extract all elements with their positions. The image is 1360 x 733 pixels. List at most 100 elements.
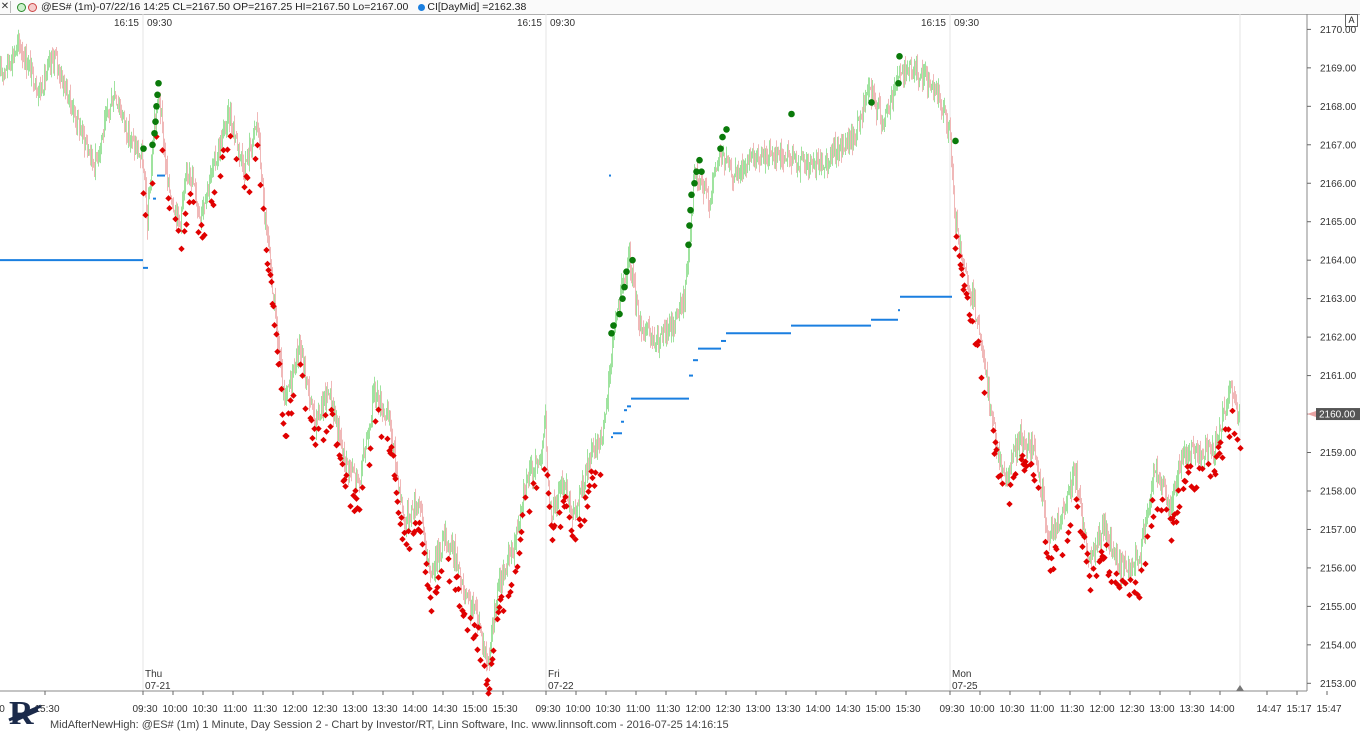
down-bar <box>431 576 432 578</box>
up-bar <box>367 437 368 440</box>
down-bar <box>889 108 890 110</box>
up-bar <box>77 113 78 126</box>
up-bar <box>1066 503 1067 507</box>
sell-signal-marker <box>337 455 344 462</box>
down-bar <box>146 188 147 208</box>
down-bar <box>556 501 557 508</box>
sell-signal-marker <box>405 528 412 535</box>
up-bar <box>224 125 225 130</box>
up-bar <box>923 74 924 84</box>
price-tick-label: 2162.00 <box>1320 333 1357 344</box>
indicator-value: CI[DayMid] =2162.38 <box>427 1 527 13</box>
sell-signal-marker <box>1108 578 1115 586</box>
down-bar <box>273 293 274 304</box>
down-bar <box>1122 560 1123 562</box>
sell-signal-marker <box>952 245 959 252</box>
up-bar <box>85 140 86 148</box>
up-bar <box>540 458 541 460</box>
sell-signal-marker <box>472 632 479 639</box>
up-bar <box>1205 441 1206 457</box>
down-bar <box>297 349 298 360</box>
up-bar <box>616 312 617 322</box>
up-bar <box>1201 452 1202 461</box>
up-bar <box>100 143 101 153</box>
down-bar <box>1133 565 1134 567</box>
down-bar <box>261 164 262 181</box>
down-bar <box>121 113 122 119</box>
down-bar <box>1032 440 1033 454</box>
down-bar <box>384 411 385 416</box>
up-bar <box>1119 558 1120 572</box>
up-bar <box>744 166 745 169</box>
down-bar <box>852 131 853 144</box>
down-bar <box>188 173 189 176</box>
down-bar <box>915 63 916 76</box>
up-bar <box>685 284 686 305</box>
down-bar <box>634 276 635 284</box>
up-bar <box>700 182 701 185</box>
up-bar <box>1061 515 1062 519</box>
up-bar <box>1228 396 1229 406</box>
down-bar <box>785 158 786 161</box>
buy-signal-marker <box>788 110 795 118</box>
up-bar <box>452 540 453 552</box>
sell-signal-marker <box>1030 471 1037 479</box>
up-bar <box>519 522 520 526</box>
down-bar <box>864 102 865 111</box>
time-tick-label: 09:30 <box>535 704 560 715</box>
sell-signal-marker <box>1219 454 1226 461</box>
down-bar <box>288 386 289 388</box>
down-bar <box>178 207 179 217</box>
up-bar <box>872 90 873 100</box>
close-icon[interactable]: ✕ <box>0 1 11 13</box>
down-bar <box>303 353 304 372</box>
up-bar <box>1139 562 1140 564</box>
up-bar <box>769 149 770 158</box>
down-bar <box>136 145 137 153</box>
sell-signal-marker <box>392 475 399 483</box>
auto-scale-button[interactable]: A <box>1345 14 1358 27</box>
up-bar <box>1002 468 1003 474</box>
sell-signal-marker <box>183 221 190 228</box>
up-bar <box>128 125 129 141</box>
up-bar <box>824 168 825 170</box>
down-bar <box>1005 475 1006 484</box>
sell-signal-marker <box>522 494 529 501</box>
up-bar <box>148 198 149 229</box>
up-bar <box>123 112 124 115</box>
up-bar <box>794 157 795 160</box>
down-bar <box>551 503 552 517</box>
down-bar <box>470 599 471 613</box>
down-bar <box>879 103 880 106</box>
sell-signal-marker <box>1217 439 1224 446</box>
down-bar <box>187 173 188 175</box>
down-bar <box>1047 528 1048 536</box>
up-bar <box>1189 450 1190 456</box>
down-bar <box>391 430 392 438</box>
up-bar <box>800 158 801 172</box>
down-bar <box>848 135 849 149</box>
up-bar <box>1169 504 1170 509</box>
up-bar <box>1076 470 1077 482</box>
time-tick-label: 14:00 <box>1209 704 1234 715</box>
down-bar <box>767 159 768 165</box>
down-bar <box>1018 440 1019 449</box>
up-bar <box>1023 437 1024 450</box>
sell-signal-marker <box>474 646 481 653</box>
sell-signal-marker <box>343 472 350 479</box>
down-bar <box>1168 499 1169 509</box>
up-bar <box>1148 512 1149 514</box>
sell-signal-marker <box>1216 450 1223 457</box>
down-bar <box>968 281 969 292</box>
restore-window-icon[interactable] <box>17 2 26 12</box>
up-bar <box>1009 470 1010 477</box>
sell-signal-marker <box>426 585 433 592</box>
down-bar <box>644 330 645 334</box>
maximize-window-icon[interactable] <box>28 2 37 12</box>
down-bar <box>127 136 128 141</box>
down-bar <box>804 157 805 163</box>
down-bar <box>50 59 51 67</box>
sell-signal-marker <box>958 265 965 272</box>
sell-signal-marker <box>961 282 968 289</box>
